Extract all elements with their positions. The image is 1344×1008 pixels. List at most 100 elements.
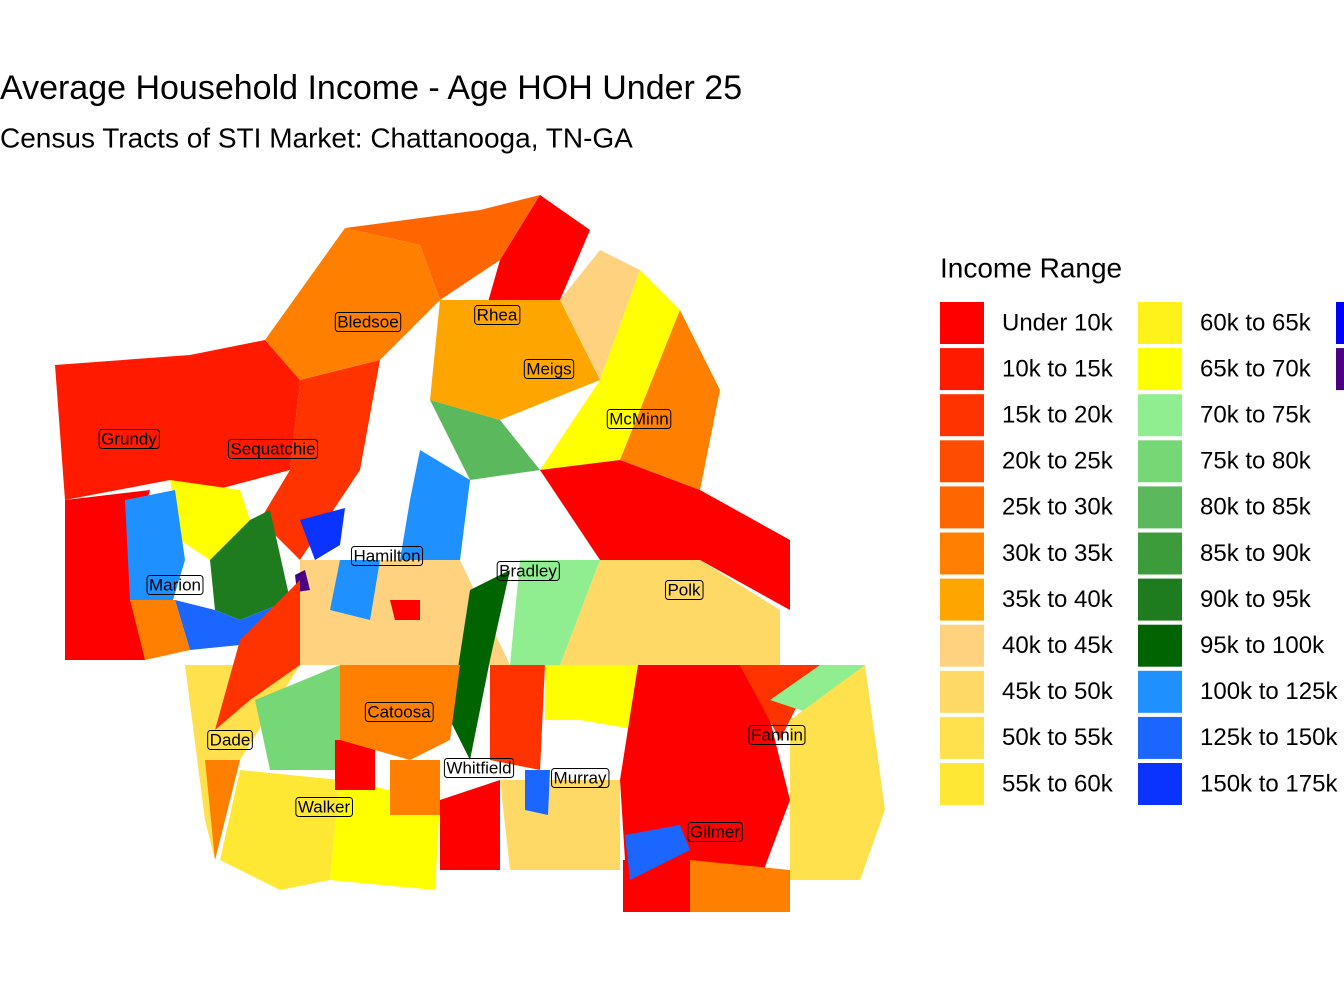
legend: Income Range Under 10k 10k to 15k 15k to 2… (940, 252, 1344, 805)
legend-swatch (1138, 716, 1182, 759)
county-label-box (364, 701, 434, 722)
county-label: McMinn (609, 409, 669, 428)
legend-swatch (940, 716, 984, 759)
legend-label: 70k to 75k (1200, 402, 1312, 429)
county-label: Polk (667, 580, 701, 599)
legend-label: 35k to 40k (1002, 586, 1114, 613)
county-label: Grundy (101, 429, 157, 448)
county-label-box (207, 729, 253, 750)
county-label: Marion (149, 575, 201, 594)
legend-label: 75k to 80k (1200, 448, 1312, 475)
county-label: Catoosa (367, 702, 431, 721)
tract (500, 780, 620, 870)
tract (390, 760, 440, 815)
tract (480, 195, 590, 330)
subtitle: Census Tracts of STI Market: Chattanooga… (0, 122, 633, 153)
legend-label: 20k to 25k (1002, 448, 1114, 475)
legend-swatch (1138, 486, 1182, 529)
tract (335, 740, 375, 790)
tract (210, 510, 290, 620)
legend-label: 150k to 175k (1200, 770, 1338, 797)
legend-label: 55k to 60k (1002, 770, 1114, 797)
legend-swatch (940, 302, 984, 344)
legend-label: 65k to 70k (1200, 355, 1312, 382)
tract (345, 195, 540, 300)
tract (770, 665, 865, 720)
legend-label: 25k to 30k (1002, 494, 1114, 521)
county-label: Dade (210, 730, 251, 749)
tract (220, 770, 340, 890)
legend-label: 15k to 20k (1002, 402, 1114, 429)
legend-swatch (1138, 670, 1182, 713)
legend-swatch (940, 394, 984, 437)
county-label-box (474, 304, 521, 325)
tract (340, 665, 460, 760)
legend-label: Under 10k (1002, 309, 1114, 336)
tract (430, 300, 600, 420)
tract (625, 825, 690, 880)
legend-swatch (1138, 532, 1182, 575)
tract (65, 580, 145, 660)
county-label-box (227, 438, 319, 459)
tract (450, 570, 510, 760)
tract (430, 400, 540, 480)
legend-swatch (1138, 440, 1182, 483)
legend-label: 80k to 85k (1200, 494, 1312, 521)
tract (125, 490, 185, 610)
tract (400, 450, 470, 560)
county-label: Fannin (751, 725, 803, 744)
tract (330, 560, 380, 620)
county-label: Meigs (526, 359, 571, 378)
legend-swatch (1138, 394, 1182, 437)
tract (130, 600, 190, 660)
county-label-box (496, 560, 560, 581)
tract (540, 270, 680, 470)
county-label-box (98, 428, 160, 449)
tract (620, 310, 720, 490)
county-label: Murray (554, 768, 607, 787)
legend-swatch (940, 486, 984, 529)
tract (440, 780, 500, 870)
tract (260, 360, 380, 560)
legend-swatch (1138, 763, 1182, 805)
county-label-box (443, 757, 515, 778)
legend-swatch (1138, 624, 1182, 667)
legend-swatch (1138, 578, 1182, 621)
legend-label: 100k to 125k (1200, 678, 1338, 705)
title: Average Household Income - Age HOH Under… (0, 69, 742, 107)
tract (545, 665, 638, 730)
map (55, 195, 885, 912)
tract (205, 760, 240, 860)
county-label-box (606, 408, 672, 429)
county-label-box (664, 579, 704, 600)
tract (490, 665, 545, 770)
county-label: Rhea (477, 305, 518, 324)
legend-label: 85k to 90k (1200, 540, 1312, 567)
county-label-box (687, 821, 743, 842)
legend-label: 10k to 15k (1002, 355, 1114, 382)
tract (215, 580, 300, 730)
county-label-box (295, 796, 353, 817)
legend-swatch (940, 578, 984, 621)
legend-swatch (940, 763, 984, 805)
county-label-box (748, 724, 806, 745)
tract (690, 860, 790, 912)
county-label: Bradley (499, 561, 557, 580)
legend-swatch (940, 624, 984, 667)
legend-swatch (1138, 348, 1182, 391)
tract (790, 665, 885, 880)
county-label: Sequatchie (230, 439, 315, 458)
tract (300, 508, 345, 560)
tract (390, 600, 420, 620)
county-label: Whitfield (446, 758, 511, 777)
legend-swatch (1336, 302, 1344, 344)
tract (620, 665, 790, 880)
county-label-box (350, 545, 424, 566)
legend-label: 50k to 55k (1002, 724, 1114, 751)
tract (255, 665, 340, 770)
county-labels: Bledsoe Rhea Meigs McMinn Grundy Sequatc… (98, 304, 806, 842)
legend-label: 60k to 65k (1200, 309, 1312, 336)
legend-label: 95k to 100k (1200, 632, 1325, 659)
county-label: Walker (298, 797, 351, 816)
legend-label: 45k to 50k (1002, 678, 1114, 705)
